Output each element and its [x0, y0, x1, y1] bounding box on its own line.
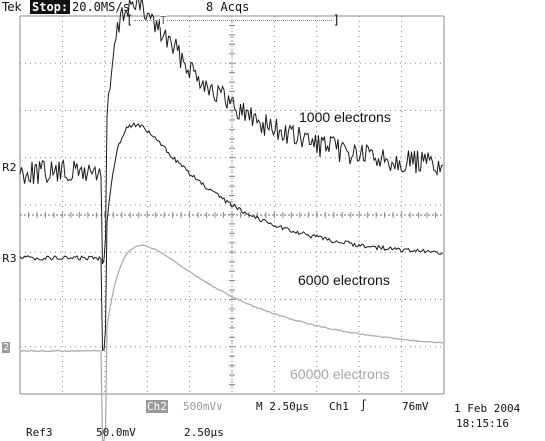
time-readout: 18:15:16	[456, 417, 509, 430]
ch2-marker: 2	[2, 342, 11, 353]
trace-1000-electrons	[19, 0, 444, 265]
trigger-level: 76mV	[402, 400, 429, 413]
run-stop-indicator[interactable]: Stop:	[30, 0, 71, 14]
trace-60000-electrons	[19, 244, 444, 441]
ch2-tag: Ch2	[146, 400, 168, 413]
sample-rate: 20.0MS/s	[72, 0, 130, 14]
acquisition-count: 8 Acqs	[206, 0, 250, 14]
label-60000-electrons: 60000 electrons	[290, 366, 390, 382]
ch2-scale: 500mV∨	[183, 400, 223, 413]
label-1000-electrons: 1000 electrons	[299, 109, 391, 125]
ref-time-per-div: 2.50µs	[184, 426, 224, 439]
label-6000-electrons: 6000 electrons	[298, 272, 390, 288]
ref-volts-per-div: 50.0mV	[96, 426, 136, 439]
date-readout: 1 Feb 2004	[454, 402, 521, 415]
ref2-marker: R2	[2, 161, 17, 174]
ref3-marker: R3	[2, 252, 17, 265]
record-position-bar: [ T ]	[126, 13, 340, 27]
trigger-slope-icon: ∫	[360, 399, 367, 412]
trace-6000-electrons	[19, 122, 444, 351]
status-header: Tek Stop: 20.0MS/s 8 Acqs	[0, 0, 545, 14]
graticule	[19, 15, 445, 395]
timebase-readout: M 2.50µs	[256, 400, 309, 413]
trigger-position-marker: T	[160, 14, 167, 27]
brand-label: Tek	[2, 0, 22, 14]
trigger-source: Ch1	[329, 400, 349, 413]
ref-name: Ref3	[26, 426, 53, 439]
